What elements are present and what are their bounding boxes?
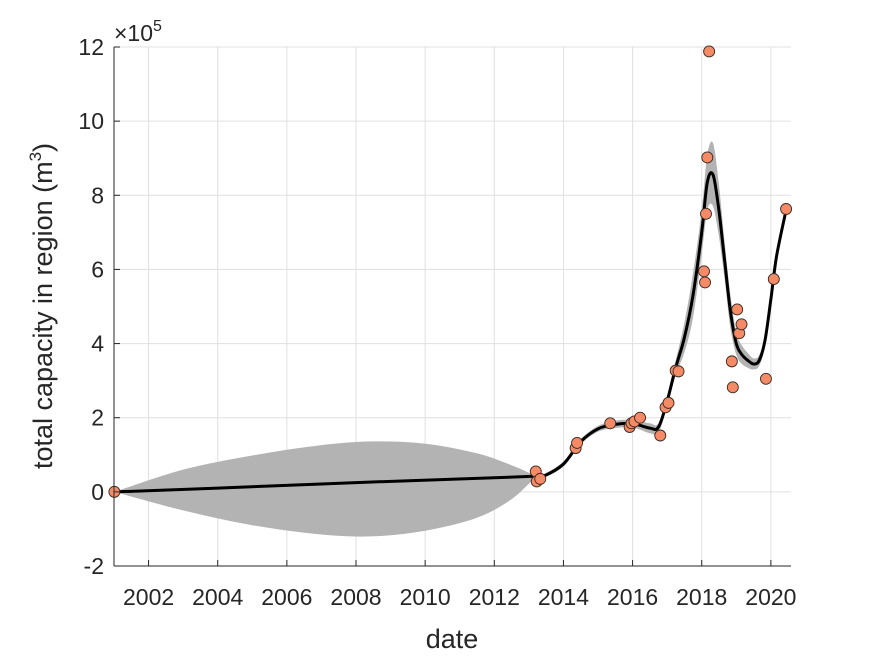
x-tick-label: 2020: [745, 584, 796, 610]
y-tick-label: 8: [91, 182, 104, 208]
data-point: [662, 396, 675, 409]
x-tick-label: 2016: [607, 584, 658, 610]
data-point: [700, 207, 712, 220]
axes: [113, 46, 791, 567]
data-point: [604, 417, 617, 430]
y-exponent-label: ×105: [114, 18, 162, 46]
y-tick-label: 10: [78, 108, 104, 134]
confidence-band: [114, 141, 787, 537]
data-point: [634, 411, 647, 424]
data-point: [654, 429, 667, 442]
x-tick-label: 2018: [676, 584, 727, 610]
data-point: [725, 355, 738, 368]
x-tick-label: 2004: [192, 584, 243, 610]
data-point: [699, 276, 711, 289]
data-point: [726, 381, 739, 394]
data-point: [731, 303, 744, 316]
y-axis-label-main: total capacity in region (m: [28, 161, 58, 469]
x-tick-label: 2006: [261, 584, 312, 610]
y-exponent-base: ×10: [114, 20, 153, 46]
y-tick-label: 2: [91, 405, 104, 431]
data-point: [703, 45, 716, 58]
data-point: [701, 151, 714, 164]
y-tick-label: 6: [91, 256, 104, 282]
data-point: [534, 472, 547, 485]
y-axis-label: total capacity in region (m3): [26, 143, 58, 469]
x-axis-label: date: [426, 624, 479, 654]
y-tick-label: 4: [91, 331, 104, 357]
x-tick-label: 2010: [400, 584, 451, 610]
data-point: [698, 265, 710, 278]
data-point: [672, 365, 685, 378]
y-axis-label-superscript: 3: [26, 152, 45, 161]
y-tick-labels: -2 0 2 4 6 8 10 12: [78, 34, 104, 579]
x-tick-label: 2014: [538, 584, 589, 610]
data-point: [760, 372, 772, 385]
y-tick-label: 0: [91, 479, 104, 505]
data-point: [735, 318, 748, 331]
data-point: [780, 203, 793, 215]
data-point: [571, 436, 584, 449]
x-tick-label: 2012: [469, 584, 520, 610]
x-tick-label: 2008: [330, 584, 381, 610]
x-tick-label: 2002: [123, 584, 174, 610]
y-axis-label-close: ): [28, 143, 58, 152]
y-tick-label: 12: [78, 34, 104, 60]
x-tick-labels: 2002 2004 2006 2008 2010 2012 2014 2016 2018 2020: [123, 584, 796, 610]
y-tick-label: -2: [84, 553, 104, 579]
data-point: [767, 273, 780, 286]
y-exponent-power: 5: [153, 18, 162, 35]
